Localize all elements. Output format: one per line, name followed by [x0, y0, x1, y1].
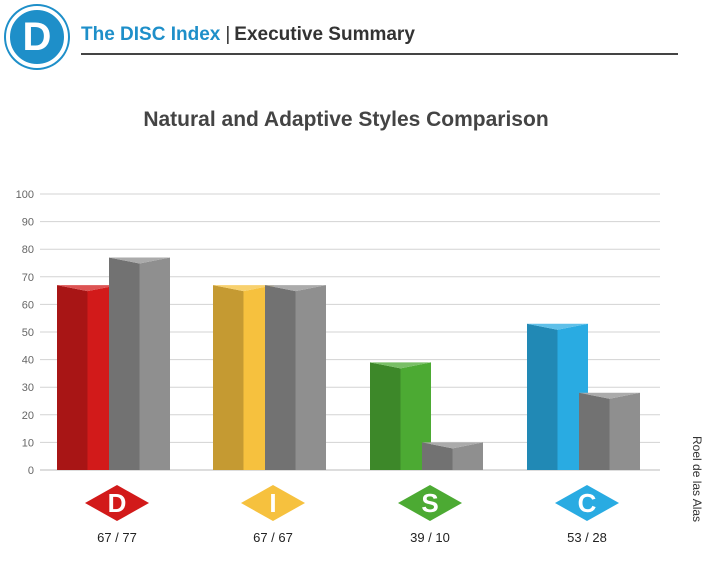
category-badge-d: [85, 485, 149, 521]
bar-adaptive-s-top-face: [422, 442, 483, 449]
side-credit: Roel de las Alas: [690, 436, 704, 523]
bar-natural-c-left-face: [527, 323, 558, 470]
bar-adaptive-c: [609, 392, 640, 470]
score-label-c: 53 / 28: [567, 530, 607, 545]
brand-title: The DISC Index: [81, 24, 221, 45]
score-label-i: 67 / 67: [253, 530, 293, 545]
y-tick-label: 20: [22, 410, 34, 422]
logo-letter: D: [22, 15, 52, 59]
header-divider: [81, 53, 678, 55]
disc-logo: D: [6, 6, 68, 68]
bar-natural-i-top-face: [213, 285, 274, 292]
bar-adaptive-c-top-face: [579, 392, 640, 399]
category-badge-s: [398, 485, 462, 521]
y-tick-label: 0: [28, 465, 34, 477]
chart-title: Natural and Adaptive Styles Comparison: [143, 108, 549, 131]
category-letter-c: C: [578, 488, 597, 518]
score-label-s: 39 / 10: [410, 530, 450, 545]
bar-adaptive-d: [139, 257, 170, 470]
bar-natural-d-top-face: [57, 285, 118, 292]
bar-adaptive-c-left-face: [579, 392, 610, 470]
bar-natural-c-top-face: [527, 323, 588, 330]
bar-natural-s-top-face: [370, 362, 431, 369]
bar-adaptive-d-top-face: [109, 257, 170, 264]
category-badge-i: [241, 485, 305, 521]
header-separator: |: [225, 24, 231, 45]
y-tick-label: 30: [22, 382, 34, 394]
page-header: The DISC Index | Executive Summary: [81, 24, 415, 46]
score-label-d: 67 / 77: [97, 530, 137, 545]
category-badge-c: [555, 485, 619, 521]
bar-adaptive-s: [452, 442, 483, 470]
y-tick-label: 80: [22, 244, 34, 256]
bar-adaptive-d-left-face: [109, 257, 140, 470]
y-tick-label: 90: [22, 217, 34, 229]
y-tick-label: 100: [16, 189, 34, 201]
bar-adaptive-s-left-face: [422, 442, 453, 470]
bar-natural-s-left-face: [370, 362, 401, 470]
y-tick-label: 50: [22, 327, 34, 339]
y-tick-label: 40: [22, 355, 34, 367]
y-tick-label: 60: [22, 299, 34, 311]
bar-adaptive-i: [295, 285, 326, 470]
y-tick-label: 10: [22, 437, 34, 449]
category-letter-s: S: [421, 488, 438, 518]
bar-adaptive-i-left-face: [265, 285, 296, 470]
category-letter-i: I: [269, 488, 276, 518]
section-title: Executive Summary: [234, 24, 415, 45]
bar-natural-d-left-face: [57, 285, 88, 470]
category-letter-d: D: [108, 488, 127, 518]
bar-adaptive-i-top-face: [265, 285, 326, 292]
y-tick-label: 70: [22, 272, 34, 284]
bar-natural-i-left-face: [213, 285, 244, 470]
